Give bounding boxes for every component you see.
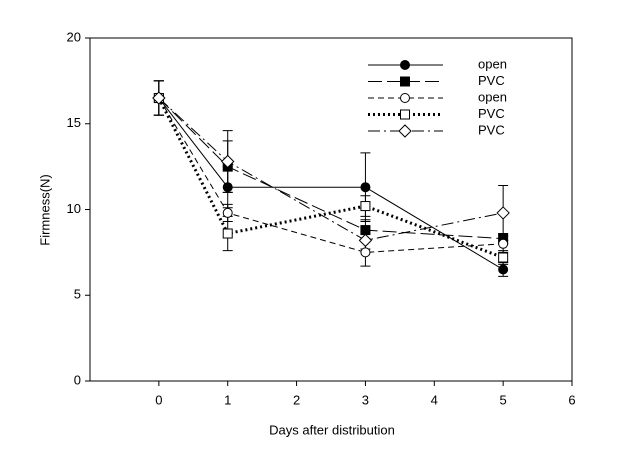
series-line (157, 97, 504, 259)
marker (496, 206, 510, 220)
series-line (158, 97, 504, 253)
marker (498, 252, 509, 263)
x-tick-label: 0 (155, 392, 162, 407)
marker (222, 207, 233, 218)
y-tick-label: 5 (74, 287, 81, 302)
x-axis-label: Days after distribution (269, 422, 395, 437)
marker (222, 182, 233, 193)
x-tick-label: 4 (431, 392, 438, 407)
legend-label: PVC (478, 73, 505, 88)
y-tick-label: 0 (74, 372, 81, 387)
y-tick-label: 20 (67, 29, 81, 44)
marker (398, 124, 412, 138)
legend-label: open (478, 56, 507, 71)
y-tick-label: 10 (67, 201, 81, 216)
marker (400, 60, 410, 70)
marker (358, 233, 373, 248)
marker (400, 76, 410, 87)
x-tick-label: 6 (568, 392, 575, 407)
legend-label: open (478, 89, 507, 104)
x-tick-label: 1 (224, 392, 231, 407)
marker (360, 201, 371, 212)
marker (152, 91, 166, 105)
marker (498, 264, 509, 275)
x-tick-label: 3 (362, 392, 369, 407)
marker (498, 238, 509, 249)
x-tick-label: 5 (500, 392, 507, 407)
series-line (158, 97, 504, 241)
x-tick-label: 2 (293, 392, 300, 407)
marker (360, 182, 371, 193)
marker (360, 247, 371, 258)
marker (221, 154, 235, 169)
marker (360, 225, 371, 236)
marker (400, 93, 410, 103)
y-axis-label: Firmness(N) (37, 174, 52, 246)
series-line (158, 97, 504, 240)
legend-label: PVC (478, 122, 505, 137)
legend-label: PVC (478, 106, 505, 121)
series-line (158, 97, 504, 270)
marker (400, 109, 410, 120)
y-tick-label: 15 (67, 115, 81, 130)
marker (222, 228, 233, 239)
